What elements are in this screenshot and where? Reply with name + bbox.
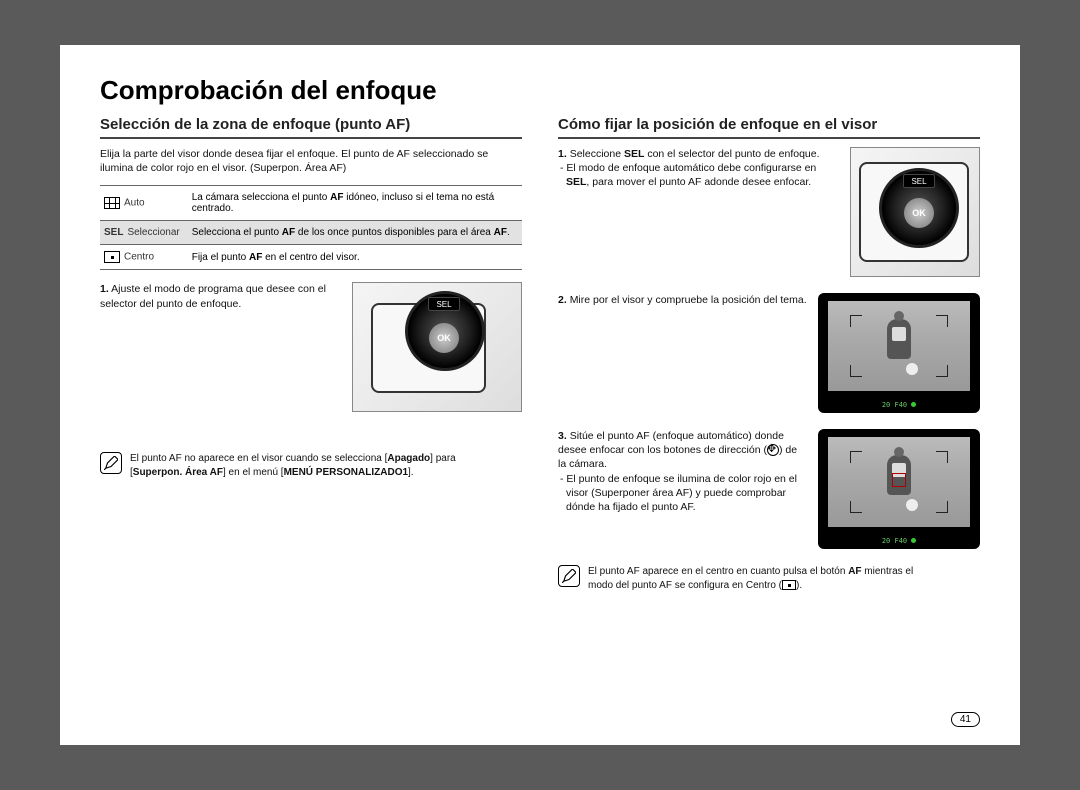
selector-dial-illustration: SEL OK bbox=[352, 282, 522, 412]
right-step-3: 3. Sitúe el punto AF (enfoque automático… bbox=[558, 429, 980, 549]
mode-label: Auto bbox=[124, 198, 145, 209]
step-number: 3. bbox=[558, 430, 567, 442]
step-number: 1. bbox=[558, 148, 567, 160]
af-mode-table: Auto La cámara selecciona el punto AF id… bbox=[100, 185, 522, 270]
grid-icon bbox=[104, 197, 120, 209]
step-text: 1. Seleccione SEL con el selector del pu… bbox=[558, 147, 840, 277]
left-intro: Elija la parte del visor donde desea fij… bbox=[100, 147, 522, 175]
page-title: Comprobación del enfoque bbox=[100, 75, 980, 106]
center-icon bbox=[782, 580, 796, 590]
af-point-indicator bbox=[892, 473, 906, 487]
page-number: 41 bbox=[951, 712, 980, 727]
right-heading: Cómo fijar la posición de enfoque en el … bbox=[558, 116, 980, 139]
sel-icon: SEL bbox=[104, 227, 123, 238]
step-text: 1. Ajuste el modo de programa que desee … bbox=[100, 282, 342, 412]
direction-pad-icon bbox=[767, 444, 779, 456]
subject-figure bbox=[887, 319, 911, 359]
right-note: El punto AF aparece en el centro en cuan… bbox=[558, 565, 980, 592]
note-icon bbox=[558, 565, 580, 587]
step-text: 2. Mire por el visor y compruebe la posi… bbox=[558, 293, 808, 413]
note-text: El punto AF aparece en el centro en cuan… bbox=[588, 565, 940, 592]
left-column: Selección de la zona de enfoque (punto A… bbox=[100, 116, 522, 592]
mode-desc: Fija el punto AF en el centro del visor. bbox=[186, 245, 522, 270]
note-text: El punto AF no aparece en el visor cuand… bbox=[130, 452, 482, 479]
columns: Selección de la zona de enfoque (punto A… bbox=[100, 116, 980, 592]
mode-desc: Selecciona el punto AF de los once punto… bbox=[186, 221, 522, 245]
step-number: 2. bbox=[558, 294, 567, 306]
viewfinder-info-bar: 20 F40 bbox=[818, 537, 980, 546]
mode-desc: La cámara selecciona el punto AF idóneo,… bbox=[186, 186, 522, 221]
viewfinder-preview-focused: 20 F40 bbox=[818, 429, 980, 549]
dial-sel-label: SEL bbox=[903, 174, 935, 188]
mode-label: Seleccionar bbox=[127, 227, 179, 238]
viewfinder-preview: 20 F40 bbox=[818, 293, 980, 413]
table-row: SEL Seleccionar Selecciona el punto AF de… bbox=[100, 221, 522, 245]
right-column: Cómo fijar la posición de enfoque en el … bbox=[558, 116, 980, 592]
right-step-1: 1. Seleccione SEL con el selector del pu… bbox=[558, 147, 980, 277]
note-icon bbox=[100, 452, 122, 474]
dial-ok-label: OK bbox=[904, 198, 934, 228]
mode-auto-cell: Auto bbox=[100, 186, 186, 221]
table-row: Centro Fija el punto AF en el centro del… bbox=[100, 245, 522, 270]
table-row: Auto La cámara selecciona el punto AF id… bbox=[100, 186, 522, 221]
left-note: El punto AF no aparece en el visor cuand… bbox=[100, 452, 522, 479]
selector-dial-illustration: SEL OK bbox=[850, 147, 980, 277]
viewfinder-info-bar: 20 F40 bbox=[818, 401, 980, 410]
mode-center-cell: Centro bbox=[100, 245, 186, 270]
center-icon bbox=[104, 251, 120, 263]
manual-page: Comprobación del enfoque Selección de la… bbox=[60, 45, 1020, 745]
mode-label: Centro bbox=[124, 252, 154, 263]
step-text: 3. Sitúe el punto AF (enfoque automático… bbox=[558, 429, 808, 549]
step-number: 1. bbox=[100, 283, 109, 295]
left-heading: Selección de la zona de enfoque (punto A… bbox=[100, 116, 522, 139]
right-step-2: 2. Mire por el visor y compruebe la posi… bbox=[558, 293, 980, 413]
dial-sel-label: SEL bbox=[428, 297, 460, 311]
mode-sel-cell: SEL Seleccionar bbox=[100, 221, 186, 245]
left-step-1: 1. Ajuste el modo de programa que desee … bbox=[100, 282, 522, 412]
